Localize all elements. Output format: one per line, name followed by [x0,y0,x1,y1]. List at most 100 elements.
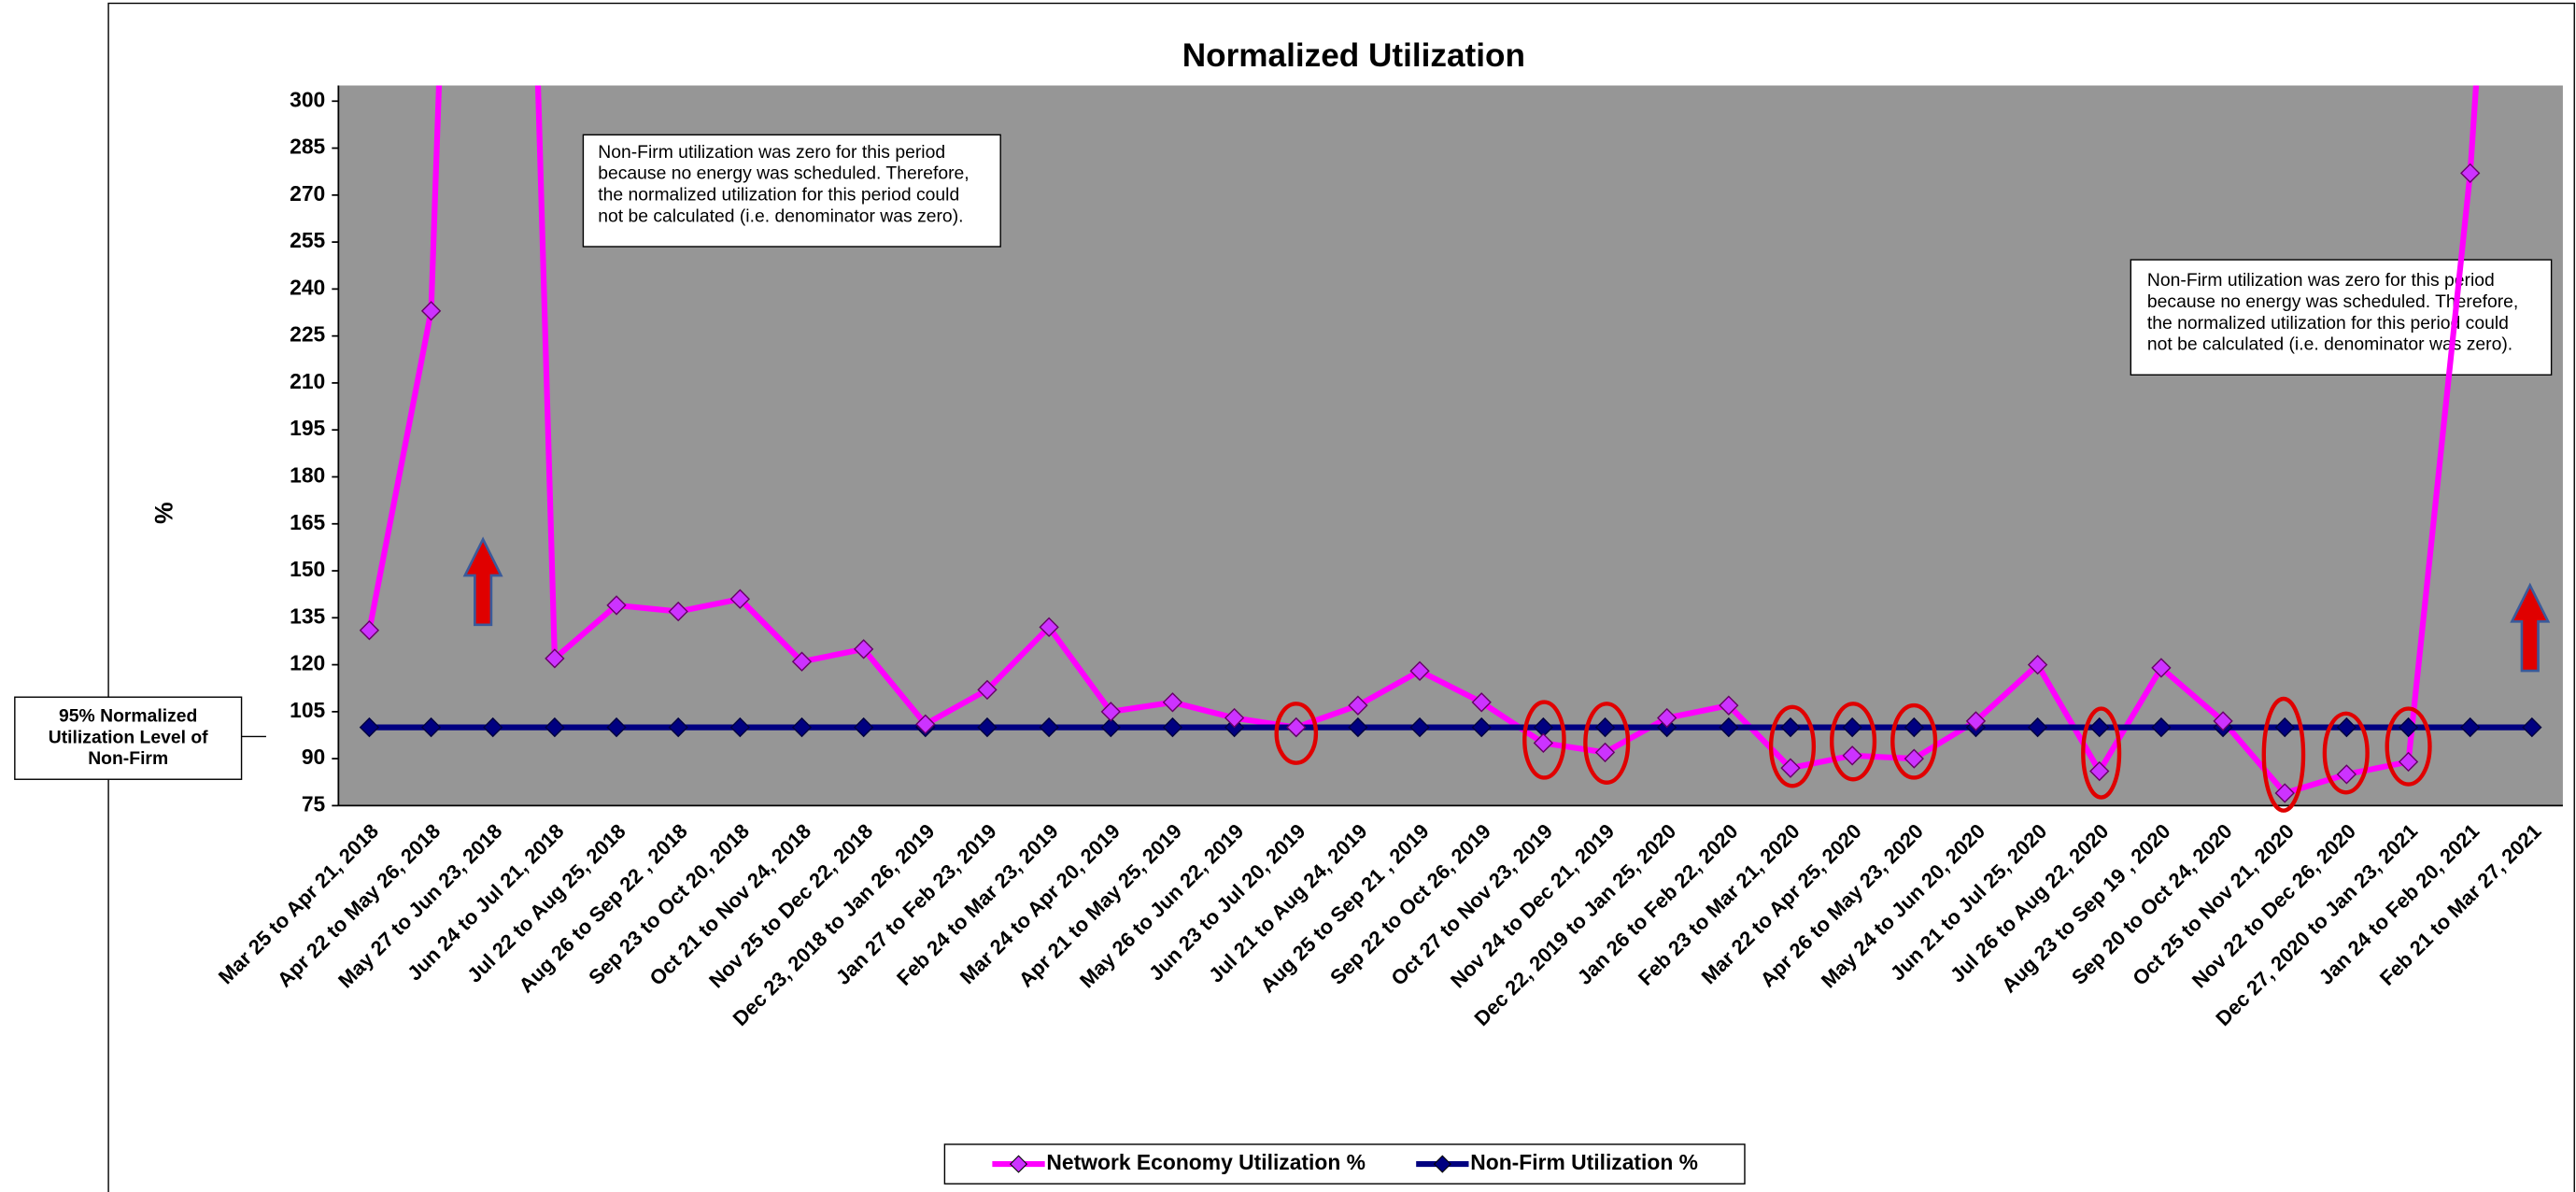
series-line [366,85,2480,797]
legend-box [943,1143,1746,1185]
chart-frame [107,2,2575,1192]
y-tick-label: 180 [290,463,325,488]
plot-series [359,85,2542,803]
point-marker [2336,717,2357,738]
reference-label: Non-Firm [88,748,168,769]
point-marker [1842,745,1862,766]
point-marker [545,717,565,738]
annotation-text: Non-Firm utilization was zero for this p… [598,142,945,163]
point-marker [2274,783,2295,803]
point-marker [791,651,813,672]
y-tick-label: 240 [290,275,325,299]
y-tick-label: 270 [290,181,325,206]
point-marker [668,601,688,622]
point-marker [1904,748,1924,769]
point-marker [729,717,751,738]
point-marker [1100,702,1121,722]
point-marker [915,714,936,734]
point-marker [2460,717,2481,738]
legend-marker [1433,1155,1451,1173]
legend-label: Network Economy Utilization % [1046,1150,1366,1174]
point-marker [729,589,751,609]
annotation-text: not be calculated (i.e. denominator was … [2147,334,2512,355]
point-marker [606,595,627,616]
point-marker [483,717,503,738]
point-marker [1162,692,1183,713]
point-marker [420,717,442,738]
point-marker [1162,717,1183,738]
point-marker [1780,758,1801,778]
arrow [462,536,503,627]
point-marker [2274,717,2295,738]
point-marker [1657,707,1677,729]
chart-title: Normalized Utilization [1182,37,1525,74]
point-marker [1348,695,1368,716]
point-marker [2027,654,2048,675]
point-marker [2027,717,2048,738]
y-tick-label: 285 [290,135,325,159]
y-tick-label: 135 [290,603,325,628]
point-marker [359,620,380,641]
point-marker [668,717,688,738]
point-marker [1224,707,1245,729]
point-marker [1471,692,1492,713]
point-marker [1842,717,1862,738]
point-marker [1780,717,1801,738]
point-marker [2522,717,2542,738]
point-marker [1965,711,1987,731]
point-marker [1348,717,1368,738]
point-marker [853,639,874,660]
annotation-box [2130,259,2553,376]
legend-label: Non-Firm Utilization % [1470,1150,1698,1174]
point-marker [2151,658,2172,678]
y-tick-label: 90 [302,745,325,769]
point-marker [1286,717,1307,738]
y-tick-label: 75 [302,791,326,816]
point-marker [1719,717,1739,738]
y-tick-label: 105 [290,698,325,722]
point-marker [2398,751,2419,773]
point-marker [1409,717,1430,738]
point-marker [1719,695,1739,716]
point-marker [1039,617,1059,638]
y-tick-label: 255 [290,228,325,252]
point-marker [545,648,565,669]
point-marker [359,717,380,738]
point-marker [1594,717,1616,738]
point-marker [977,717,998,738]
point-marker [420,301,442,321]
reference-label: 95% Normalized [59,705,197,726]
point-marker [606,717,627,738]
y-tick-label: 120 [290,651,325,675]
annotation-text: Non-Firm utilization was zero for this p… [2147,270,2495,291]
marks: 75 90 105 120 135 150 165 180 195 210 225 240 255 270… [214,85,2563,1030]
legend: Network Economy Utilization % Non-Firm Ut… [992,1150,1698,1174]
annotation-box [582,134,1001,248]
y-tick-label: 195 [290,416,325,440]
reference-label: Utilization Level of [49,727,208,747]
reference-box [14,696,243,780]
point-marker [1594,742,1616,763]
point-marker [2398,717,2419,738]
point-marker [1100,717,1121,738]
arrow [2510,582,2551,673]
y-tick-label: 165 [290,510,325,534]
point-marker [1471,717,1492,738]
point-marker [1533,732,1554,754]
point-marker [1409,660,1430,681]
point-marker [853,717,874,738]
y-tick-label: 225 [290,322,325,347]
point-marker [2460,163,2481,184]
highlight-ellipses [1274,696,2432,813]
point-marker [1904,717,1924,738]
annotation-text: the normalized utilization for this peri… [598,185,959,206]
y-axis-label: % [150,502,178,523]
y-tick-label: 210 [290,369,325,393]
point-marker [2336,764,2357,785]
point-marker [2089,760,2110,782]
point-marker [1039,717,1059,738]
legend-marker [1009,1155,1028,1173]
point-marker [2151,717,2172,738]
